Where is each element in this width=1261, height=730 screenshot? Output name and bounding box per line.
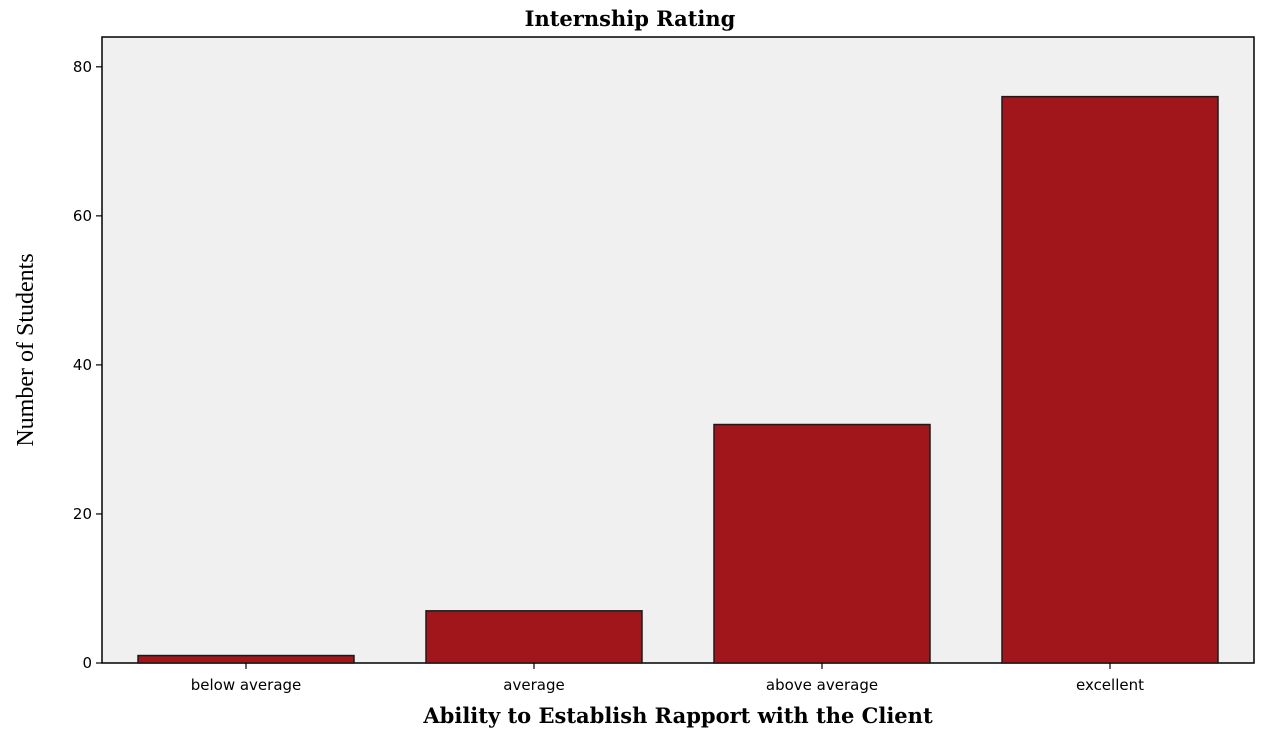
x-axis-label: Ability to Establish Rapport with the Cl… xyxy=(422,703,933,728)
bar-average xyxy=(425,610,643,664)
x-axis: below average average above average excelle… xyxy=(191,663,1144,694)
bar-excellent xyxy=(1001,95,1219,664)
y-tick-label: 20 xyxy=(73,505,92,523)
y-tick-label: 60 xyxy=(73,207,92,225)
chart-title: Internship Rating xyxy=(525,6,736,31)
y-axis: 0 20 40 60 80 xyxy=(73,58,102,672)
x-tick-label: average xyxy=(503,676,564,694)
bars xyxy=(137,95,1219,664)
x-tick-label: above average xyxy=(766,676,878,694)
bar-above-average xyxy=(713,423,931,664)
y-tick-label: 40 xyxy=(73,356,92,374)
y-axis-label: Number of Students xyxy=(13,253,39,446)
y-tick-label: 80 xyxy=(73,58,92,76)
y-tick-label: 0 xyxy=(82,654,92,672)
x-tick-label: below average xyxy=(191,676,302,694)
bar-below-average xyxy=(137,654,355,664)
x-tick-label: excellent xyxy=(1076,676,1144,694)
